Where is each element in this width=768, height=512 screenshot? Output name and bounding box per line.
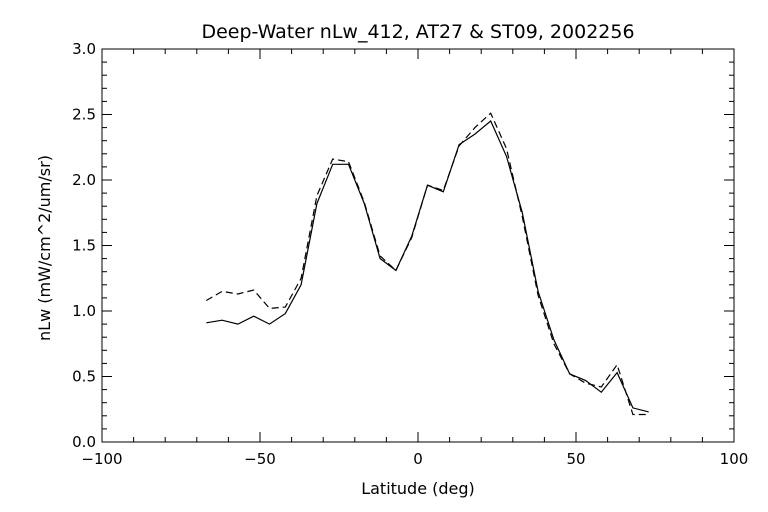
x-tick-label: 0 xyxy=(413,450,423,468)
plot-area: −100 −50 0 50 100 0.0 0.5 1.0 1.5 2.0 2.5 3.0 xyxy=(72,40,748,468)
y-tick-label: 0.5 xyxy=(72,368,96,386)
x-tick-label: 100 xyxy=(720,450,749,468)
y-tick-label: 2.5 xyxy=(72,106,96,124)
x-tick-label: −100 xyxy=(81,450,122,468)
y-tick-label: 0.0 xyxy=(72,433,96,451)
plot-frame xyxy=(101,48,735,443)
x-tick-label: −50 xyxy=(244,450,276,468)
y-tick-label: 1.0 xyxy=(72,302,96,320)
x-tick-label: 50 xyxy=(566,450,585,468)
y-tick-label: 1.5 xyxy=(72,237,96,255)
chart-title: Deep-Water nLw_412, AT27 & ST09, 2002256 xyxy=(201,21,634,43)
y-tick-label: 3.0 xyxy=(72,40,96,58)
y-tick-label: 2.0 xyxy=(72,171,96,189)
x-axis-label: Latitude (deg) xyxy=(361,479,475,498)
series-solid-line xyxy=(206,120,649,413)
series-dashed-line xyxy=(206,112,649,416)
y-axis-label: nLw (mW/cm^2/um/sr) xyxy=(35,155,54,341)
